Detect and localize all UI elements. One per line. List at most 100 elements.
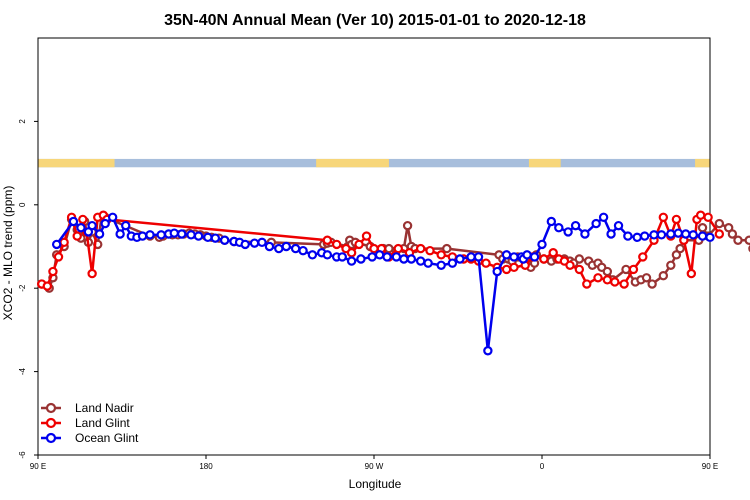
data-point-ocean-glint bbox=[121, 220, 131, 231]
data-point-land-nadir bbox=[697, 223, 708, 233]
legend-label-land-nadir: Land Nadir bbox=[75, 401, 134, 415]
data-point-land-glint bbox=[361, 231, 372, 241]
data-point-ocean-glint bbox=[455, 254, 465, 264]
data-point-ocean-glint bbox=[613, 220, 624, 231]
data-point-ocean-glint bbox=[522, 250, 532, 260]
data-point-ocean-glint bbox=[580, 229, 590, 239]
land-strip-segment bbox=[316, 158, 389, 168]
data-point-land-nadir bbox=[727, 229, 738, 239]
series-ocean-glint bbox=[51, 212, 715, 356]
data-point-ocean-glint bbox=[346, 256, 357, 266]
data-point-ocean-glint bbox=[240, 239, 250, 250]
data-point-ocean-glint bbox=[356, 254, 366, 264]
data-point-ocean-glint bbox=[257, 237, 267, 248]
data-point-ocean-glint bbox=[673, 228, 683, 238]
data-point-land-glint bbox=[714, 229, 725, 239]
data-point-ocean-glint bbox=[509, 252, 519, 262]
data-point-ocean-glint bbox=[76, 223, 86, 233]
legend-label-ocean-glint: Ocean Glint bbox=[75, 431, 139, 445]
data-point-ocean-glint bbox=[249, 238, 260, 248]
data-point-ocean-glint bbox=[570, 220, 581, 231]
legend-label-land-glint: Land Glint bbox=[75, 416, 130, 430]
data-point-land-nadir bbox=[641, 273, 652, 283]
data-point-ocean-glint bbox=[483, 346, 493, 356]
data-point-land-nadir bbox=[714, 218, 725, 229]
data-point-ocean-glint bbox=[529, 252, 540, 262]
data-point-ocean-glint bbox=[290, 243, 301, 254]
data-point-ocean-glint bbox=[681, 229, 691, 239]
data-point-land-nadir bbox=[675, 243, 685, 254]
data-point-land-glint bbox=[48, 266, 58, 277]
data-point-ocean-glint bbox=[177, 229, 187, 239]
data-point-land-glint bbox=[322, 235, 333, 245]
data-point-land-nadir bbox=[602, 266, 613, 277]
data-point-ocean-glint bbox=[281, 241, 291, 252]
data-point-ocean-glint bbox=[186, 230, 196, 240]
y-axis-label: XCO2 - MLO trend (ppm) bbox=[1, 186, 15, 321]
data-point-ocean-glint bbox=[447, 258, 458, 268]
data-point-ocean-glint bbox=[591, 218, 601, 229]
data-point-land-glint bbox=[582, 279, 592, 289]
data-point-ocean-glint bbox=[466, 252, 476, 262]
data-point-land-glint bbox=[658, 212, 669, 223]
data-point-land-glint bbox=[72, 231, 82, 241]
land-strip-segment bbox=[528, 158, 561, 168]
data-point-land-glint bbox=[59, 237, 69, 248]
data-point-ocean-glint bbox=[298, 245, 308, 256]
data-point-ocean-glint bbox=[137, 231, 148, 241]
data-point-ocean-glint bbox=[210, 233, 221, 243]
data-point-ocean-glint bbox=[473, 252, 484, 262]
data-point-land-nadir bbox=[574, 254, 585, 264]
data-point-land-glint bbox=[638, 252, 648, 262]
data-point-ocean-glint bbox=[264, 241, 275, 252]
data-point-land-glint bbox=[574, 264, 585, 275]
data-point-ocean-glint bbox=[415, 256, 426, 266]
y-tick-label: -2 bbox=[18, 284, 27, 292]
data-point-land-glint bbox=[436, 250, 446, 260]
data-point-ocean-glint bbox=[274, 243, 284, 254]
data-point-ocean-glint bbox=[649, 230, 659, 240]
data-point-land-glint bbox=[415, 243, 426, 254]
data-point-land-glint bbox=[42, 281, 53, 291]
data-point-land-glint bbox=[369, 243, 379, 254]
data-point-land-glint bbox=[686, 268, 697, 279]
x-tick-label: 90 E bbox=[30, 462, 46, 471]
data-point-ocean-glint bbox=[623, 231, 633, 241]
data-point-ocean-glint bbox=[688, 230, 698, 240]
data-point-land-glint bbox=[539, 254, 549, 264]
data-point-ocean-glint bbox=[639, 231, 650, 241]
data-point-land-glint bbox=[87, 268, 97, 279]
data-point-land-glint bbox=[565, 260, 575, 270]
data-point-land-nadir bbox=[647, 279, 657, 289]
data-point-ocean-glint bbox=[374, 250, 385, 260]
data-point-land-glint bbox=[354, 239, 364, 250]
data-point-land-glint bbox=[501, 264, 512, 275]
data-point-land-nadir bbox=[384, 243, 394, 254]
data-point-land-glint bbox=[703, 212, 713, 223]
data-point-ocean-glint bbox=[367, 252, 377, 262]
data-point-land-nadir bbox=[402, 220, 413, 231]
legend-marker-land-glint bbox=[45, 417, 57, 429]
y-tick-label: -6 bbox=[18, 451, 27, 459]
data-point-ocean-glint bbox=[606, 229, 616, 239]
data-point-land-nadir bbox=[658, 270, 669, 281]
data-point-ocean-glint bbox=[632, 232, 642, 243]
data-point-ocean-glint bbox=[156, 230, 166, 240]
land-strip-segment bbox=[38, 158, 115, 168]
data-point-land-glint bbox=[671, 214, 682, 225]
data-point-ocean-glint bbox=[546, 216, 557, 227]
data-point-ocean-glint bbox=[87, 220, 97, 231]
data-point-land-nadir bbox=[442, 243, 452, 254]
data-point-land-glint bbox=[548, 248, 558, 258]
data-point-land-glint bbox=[481, 258, 491, 268]
data-point-ocean-glint bbox=[169, 228, 179, 238]
data-point-ocean-glint bbox=[501, 250, 512, 260]
data-point-ocean-glint bbox=[193, 231, 204, 241]
data-point-ocean-glint bbox=[219, 235, 230, 245]
land-strip-segment bbox=[695, 158, 710, 168]
data-point-land-glint bbox=[628, 264, 639, 275]
data-point-ocean-glint bbox=[382, 252, 392, 262]
data-point-land-glint bbox=[425, 245, 435, 256]
data-point-land-nadir bbox=[621, 264, 631, 275]
